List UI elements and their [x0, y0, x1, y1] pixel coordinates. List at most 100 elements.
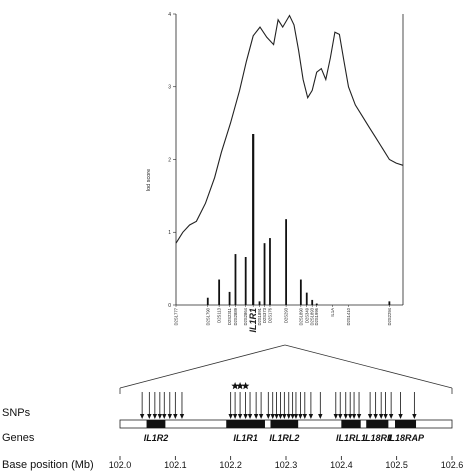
- marker-label-d2s176: D2S176: [267, 307, 272, 323]
- marker-label-d2s2311: D2S2311: [227, 307, 232, 325]
- snp-arrow-head: [258, 414, 264, 419]
- genes-row-label: Genes: [2, 432, 35, 444]
- bp-tick-label: 102.6: [441, 460, 464, 470]
- snp-arrow-head: [338, 414, 343, 419]
- gene-block-il1rl2: [270, 420, 299, 428]
- snp-arrow-head: [356, 414, 362, 419]
- gene-label-il1r2: IL1R2: [144, 433, 169, 443]
- snp-arrow-head: [162, 414, 167, 419]
- zoom-line-left: [119, 344, 286, 389]
- snp-arrow-head: [383, 414, 388, 419]
- bp-tick-label: 102.3: [275, 460, 298, 470]
- gene-blocks: [146, 420, 417, 428]
- snp-arrow-head: [139, 414, 145, 419]
- star-icon: [241, 382, 250, 390]
- marker-label-d2s1410: D2S1410: [346, 307, 351, 325]
- y-ticks: 0 1 2 3 4: [168, 12, 176, 309]
- snp-arrow-head: [173, 414, 178, 419]
- snp-arrow-head: [351, 414, 357, 419]
- marker-label-d2s1996: D2S1996: [314, 307, 319, 325]
- bp-tick-label: 102.1: [164, 460, 187, 470]
- marker-label-d2s349: D2S349: [304, 307, 309, 323]
- marker-label-d2s1777: D2S1777: [174, 307, 179, 325]
- bp-tick-label: 102.0: [109, 460, 132, 470]
- snp-arrow-head: [290, 414, 295, 419]
- y-tick-label: 2: [168, 157, 171, 163]
- gene-label-il1r1: IL1R1: [233, 433, 258, 443]
- y-tick-label: 3: [168, 85, 171, 91]
- marker-label-il1r1: IL1R1: [248, 308, 258, 333]
- snp-arrow-head: [388, 414, 394, 419]
- lod-score-panel: 0 1 2 3 4 lod score D2S1777 D2S1790 D2S113 D2S2…: [146, 12, 404, 333]
- snp-arrow-head: [333, 414, 338, 419]
- base-position-ticks: 102.0 102.1 102.2 102.3 102.4 102.5 102.6: [109, 456, 464, 470]
- marker-label-d2s1790: D2S1790: [205, 307, 210, 325]
- snp-arrow-head: [228, 414, 233, 419]
- marker-label-d2s1891: D2S1891: [257, 307, 262, 325]
- snp-arrow-head: [179, 414, 185, 419]
- snp-arrow-head: [157, 414, 163, 419]
- gene-block-il18r1: [366, 420, 389, 428]
- gene-label-il1rl2: IL1RL2: [269, 433, 299, 443]
- snp-arrow-head: [286, 414, 291, 419]
- snp-arrow-head: [398, 414, 403, 419]
- bp-tick-label: 102.4: [330, 460, 353, 470]
- gene-label-il18rap: IL18RAP: [387, 433, 425, 443]
- snp-arrow-head: [347, 414, 353, 419]
- marker-label-d2s113: D2S113: [217, 307, 222, 322]
- marker-label-d2s2864: D2S2864: [243, 307, 248, 325]
- snp-arrow-head: [147, 414, 152, 419]
- gene-block-il18rap: [395, 420, 417, 428]
- snp-arrows: [139, 392, 417, 419]
- star-icon: [236, 382, 244, 390]
- snps-row-label: SNPs: [2, 407, 31, 419]
- y-tick-label: 4: [168, 12, 171, 18]
- snp-arrow-head: [318, 414, 323, 419]
- significant-snp-stars: [231, 382, 250, 390]
- gene-block-il1r1: [226, 420, 265, 428]
- gene-block-il1r2: [146, 420, 166, 428]
- snp-arrow-head: [278, 414, 283, 419]
- snp-arrow-head: [373, 414, 378, 419]
- zoom-connector: [119, 344, 453, 394]
- snp-arrow-head: [378, 414, 384, 419]
- snp-arrow-head: [247, 414, 253, 419]
- snp-arrow-head: [243, 414, 248, 419]
- snp-arrow-head: [270, 414, 275, 419]
- lod-curve-line: [175, 14, 404, 244]
- bp-tick-label: 102.2: [219, 460, 242, 470]
- snp-arrow-head: [298, 414, 303, 419]
- marker-label-d2s293: D2S293: [284, 307, 289, 323]
- snp-arrow-head: [253, 414, 259, 419]
- marker-label-d2s2889: D2S2889: [233, 307, 238, 325]
- snp-arrow-head: [343, 414, 348, 419]
- base-position-row-label: Base position (Mb): [2, 459, 94, 471]
- gene-map-panel: SNPs Genes Base position (Mb) IL1R2 IL1R1…: [2, 382, 463, 471]
- snp-arrow-head: [152, 414, 158, 419]
- snp-arrow-head: [232, 414, 238, 419]
- snp-arrow-head: [282, 414, 287, 419]
- zoom-line-right: [284, 344, 453, 389]
- star-icon: [231, 382, 239, 390]
- marker-label-il1a: IL1A: [330, 308, 335, 317]
- snp-arrow-head: [237, 414, 243, 419]
- gene-block-il1rl1: [341, 420, 361, 428]
- y-tick-label: 1: [168, 230, 171, 236]
- snp-arrow-head: [266, 414, 271, 419]
- marker-label-d2s373: D2S373: [262, 307, 267, 323]
- snp-arrow-head: [308, 414, 314, 419]
- marker-label-d2s2294: D2S2294: [387, 307, 392, 325]
- snp-arrow-head: [167, 414, 172, 419]
- marker-bars: [206, 134, 391, 305]
- snp-arrow-head: [412, 414, 417, 419]
- bp-tick-label: 102.5: [385, 460, 408, 470]
- snp-arrow-head: [293, 414, 299, 419]
- snp-arrow-head: [367, 414, 373, 419]
- gene-label-il1rl1: IL1RL1: [336, 433, 366, 443]
- snp-arrow-head: [302, 414, 308, 419]
- snp-arrow-head: [274, 414, 279, 419]
- y-tick-label: 0: [168, 303, 171, 309]
- marker-label-d2s1893: D2S1893: [310, 307, 315, 325]
